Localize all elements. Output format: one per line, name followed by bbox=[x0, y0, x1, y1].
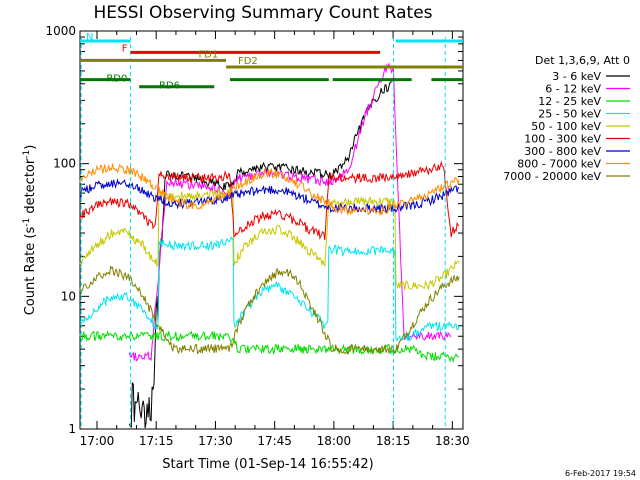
annotation-label: FD1 bbox=[198, 49, 218, 60]
legend-label: 3 - 6 keV bbox=[552, 70, 601, 83]
series-line bbox=[79, 265, 460, 356]
y-axis-label-end: ) bbox=[23, 145, 38, 150]
x-tick-label: 17:30 bbox=[198, 434, 233, 448]
annotation-label: RD0 bbox=[106, 74, 127, 85]
y-axis-label-sup2: -1 bbox=[22, 150, 32, 159]
series-line bbox=[79, 178, 460, 214]
y-axis-label-mid: detector bbox=[23, 158, 38, 218]
annotation-label: N bbox=[86, 32, 93, 43]
legend-label: 800 - 7000 keV bbox=[517, 158, 601, 171]
series-line bbox=[79, 163, 460, 216]
legend-label: 6 - 12 keV bbox=[545, 83, 601, 96]
series-line bbox=[79, 187, 460, 291]
legend-label: 50 - 100 keV bbox=[531, 120, 601, 133]
series-line bbox=[79, 236, 460, 342]
legend-label: 7000 - 20000 keV bbox=[503, 170, 601, 183]
y-tick-label: 1 bbox=[68, 422, 76, 436]
x-tick-label: 17:00 bbox=[80, 434, 115, 448]
annotation-label: F bbox=[122, 43, 128, 54]
y-axis-label-sup: -1 bbox=[22, 218, 32, 227]
legend-label: 25 - 50 keV bbox=[538, 108, 601, 121]
annotation-label: RD6 bbox=[159, 81, 180, 92]
annotation-label: FD2 bbox=[238, 56, 258, 67]
x-tick-label: 17:45 bbox=[257, 434, 292, 448]
y-tick-label: 1000 bbox=[45, 24, 76, 38]
legend-label: 300 - 800 keV bbox=[524, 145, 601, 158]
y-axis-label-main: Count Rate (s bbox=[23, 227, 38, 316]
y-tick-label: 10 bbox=[61, 289, 76, 303]
series-line bbox=[128, 62, 452, 362]
x-tick-label: 17:15 bbox=[139, 434, 174, 448]
series-line bbox=[79, 329, 460, 364]
plot-frame bbox=[79, 30, 464, 430]
legend-header: Det 1,3,6,9, Att 0 bbox=[535, 54, 630, 67]
legend-label: 12 - 25 keV bbox=[538, 95, 601, 108]
x-tick-label: 18:00 bbox=[317, 434, 352, 448]
chart-title: HESSI Observing Summary Count Rates bbox=[93, 3, 432, 23]
legend-label: 100 - 300 keV bbox=[524, 133, 601, 146]
x-tick-label: 18:15 bbox=[376, 434, 411, 448]
x-axis-label: Start Time (01-Sep-14 16:55:42) bbox=[162, 457, 373, 472]
y-axis-label: Count Rate (s-1 detector-1) bbox=[22, 145, 38, 316]
series-line bbox=[79, 160, 460, 241]
footer-timestamp: 6-Feb-2017 19:54 bbox=[565, 469, 636, 478]
y-tick-label: 100 bbox=[53, 157, 76, 171]
plot-area: 1 10 100 1000 17:00 17:15 17:30 17:45 18:00 18:15… bbox=[45, 24, 469, 448]
x-tick-label: 18:30 bbox=[435, 434, 470, 448]
